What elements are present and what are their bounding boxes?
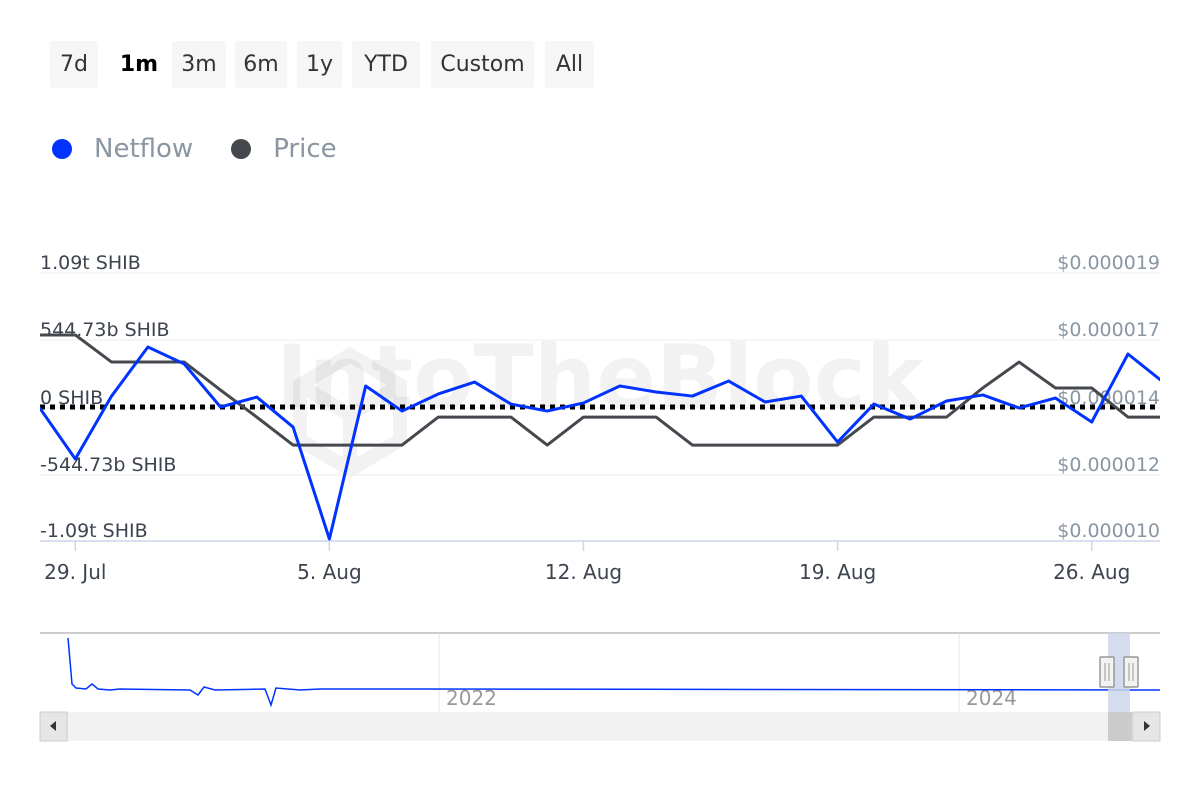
navigator-handle[interactable] [1123, 656, 1139, 688]
arrow-right-icon [1144, 721, 1150, 731]
scrollbar-track[interactable] [40, 712, 1160, 741]
series-line-price [40, 333, 1160, 447]
range-button-7d[interactable]: 7d [50, 41, 98, 88]
legend-label-price: Price [273, 134, 337, 164]
legend-item-price[interactable]: Price [231, 134, 337, 164]
series-line-netflow [40, 345, 1160, 541]
legend-item-netflow[interactable]: Netflow [52, 134, 193, 164]
x-tick-label: 12. Aug [545, 560, 622, 584]
range-button-ytd[interactable]: YTD [352, 41, 420, 88]
navigator-handle[interactable] [1099, 656, 1115, 688]
price-dot-icon [231, 139, 252, 159]
x-tick-label: 5. Aug [297, 560, 362, 584]
y-right-tick-label: $0.000012 [1057, 454, 1160, 476]
navigator-selected-range [1108, 633, 1130, 712]
watermark-icon [293, 346, 407, 479]
range-button-1m[interactable]: 1m [119, 52, 159, 77]
netflow-dot-icon [52, 139, 72, 159]
y-left-tick-label: 544.73b SHIB [40, 319, 170, 341]
x-tick-label: 19. Aug [799, 560, 876, 584]
x-tick-label: 26. Aug [1053, 560, 1130, 584]
y-right-tick-label: $0.000010 [1057, 520, 1160, 542]
y-left-tick-label: 1.09t SHIB [40, 252, 141, 274]
x-tick-label: 29. Jul [44, 560, 106, 584]
y-left-tick-label: -1.09t SHIB [40, 520, 148, 542]
range-button-custom[interactable]: Custom [431, 41, 534, 88]
y-right-tick-label: $0.000014 [1057, 387, 1160, 409]
y-left-tick-label: -544.73b SHIB [40, 454, 176, 476]
range-button-1y[interactable]: 1y [297, 41, 342, 88]
range-button-3m[interactable]: 3m [172, 41, 226, 88]
y-right-tick-label: $0.000019 [1057, 252, 1160, 274]
legend: Netflow Price [52, 134, 375, 164]
navigator-series-line [67, 637, 1161, 708]
scrollbar-thumb[interactable] [1108, 712, 1132, 741]
range-button-6m[interactable]: 6m [235, 41, 287, 88]
y-left-tick-label: 0 SHIB [40, 387, 103, 409]
navigator-year-label: 2022 [446, 686, 497, 710]
y-right-tick-label: $0.000017 [1057, 319, 1160, 341]
legend-label-netflow: Netflow [94, 134, 194, 164]
range-button-all[interactable]: All [545, 41, 594, 88]
arrow-left-icon [50, 721, 56, 731]
watermark-logo: IntoTheBlock [276, 326, 927, 429]
